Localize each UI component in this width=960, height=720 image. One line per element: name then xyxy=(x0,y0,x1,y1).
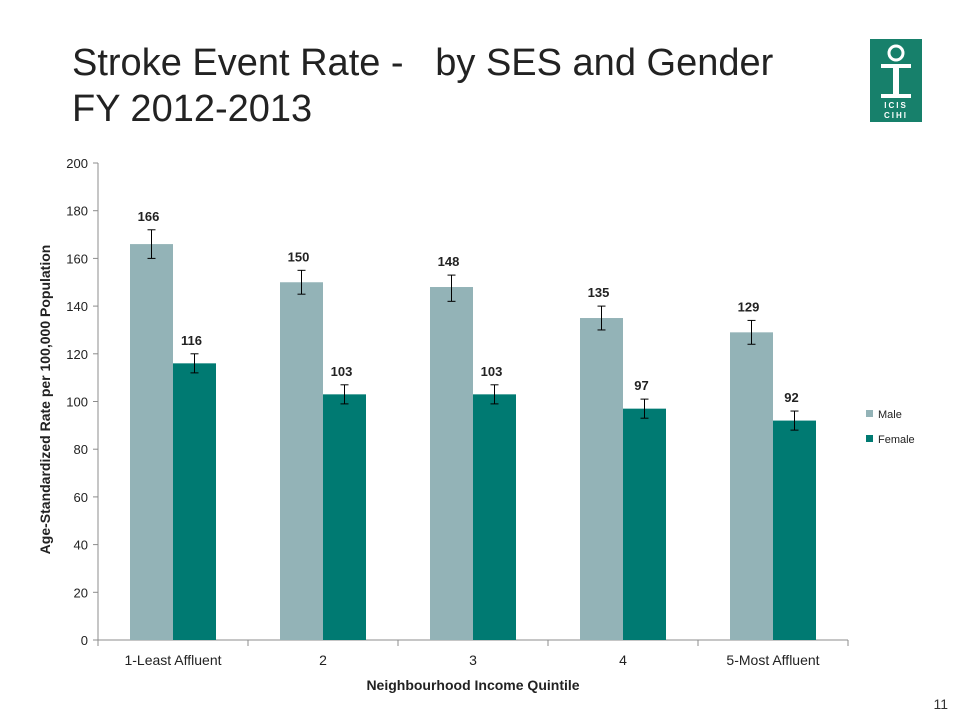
y-tick-label: 60 xyxy=(74,490,88,505)
x-tick-label: 1-Least Affluent xyxy=(124,652,221,668)
data-label: 103 xyxy=(331,364,353,379)
bar-female xyxy=(323,394,366,640)
legend-label-female: Female xyxy=(878,434,915,446)
y-tick-label: 80 xyxy=(74,442,88,457)
bar-female xyxy=(173,363,216,640)
logo-text-top: ICIS xyxy=(884,101,908,110)
y-tick-label: 180 xyxy=(66,204,88,219)
logo-text-bottom: CIHI xyxy=(884,111,908,120)
data-label: 129 xyxy=(738,299,760,314)
legend-swatch-female xyxy=(866,435,873,442)
bar-male xyxy=(730,332,773,640)
data-label: 92 xyxy=(784,390,798,405)
data-label: 150 xyxy=(288,249,310,264)
slide-title-line-2: FY 2012-2013 xyxy=(72,88,313,130)
y-tick-label: 20 xyxy=(74,585,88,600)
bar-male xyxy=(430,287,473,640)
bar-female xyxy=(623,408,666,640)
legend-label-male: Male xyxy=(878,409,902,421)
y-tick-label: 100 xyxy=(66,395,88,410)
bar-male xyxy=(130,244,173,640)
bar-male xyxy=(280,282,323,640)
slide-title: Stroke Event Rate - by SES and Gender FY… xyxy=(72,40,832,132)
page-number: 11 xyxy=(933,696,948,712)
bar-male xyxy=(580,318,623,640)
data-label: 97 xyxy=(634,378,648,393)
legend-swatch-male xyxy=(866,410,873,417)
data-label: 116 xyxy=(181,333,202,348)
data-label: 103 xyxy=(481,364,503,379)
x-axis-title: Neighbourhood Income Quintile xyxy=(366,677,579,693)
y-tick-label: 40 xyxy=(74,538,88,553)
data-label: 166 xyxy=(138,209,160,224)
slide-title-line-1: Stroke Event Rate - by SES and Gender xyxy=(72,42,774,84)
bar-female xyxy=(773,420,816,640)
x-tick-label: 4 xyxy=(619,652,627,668)
bar-female xyxy=(473,394,516,640)
y-tick-label: 200 xyxy=(66,156,88,171)
y-tick-label: 140 xyxy=(66,299,88,314)
x-tick-label: 2 xyxy=(319,652,327,668)
y-tick-label: 120 xyxy=(66,347,88,362)
data-label: 148 xyxy=(438,254,460,269)
x-tick-label: 5-Most Affluent xyxy=(726,652,819,668)
icis-cihi-logo-icon: ICIS CIHI xyxy=(870,39,922,122)
y-tick-label: 160 xyxy=(66,251,88,266)
data-label: 135 xyxy=(588,285,610,300)
x-tick-label: 3 xyxy=(469,652,477,668)
y-axis-title: Age-Standardized Rate per 100,000 Popula… xyxy=(37,245,53,555)
y-tick-label: 0 xyxy=(81,633,88,648)
